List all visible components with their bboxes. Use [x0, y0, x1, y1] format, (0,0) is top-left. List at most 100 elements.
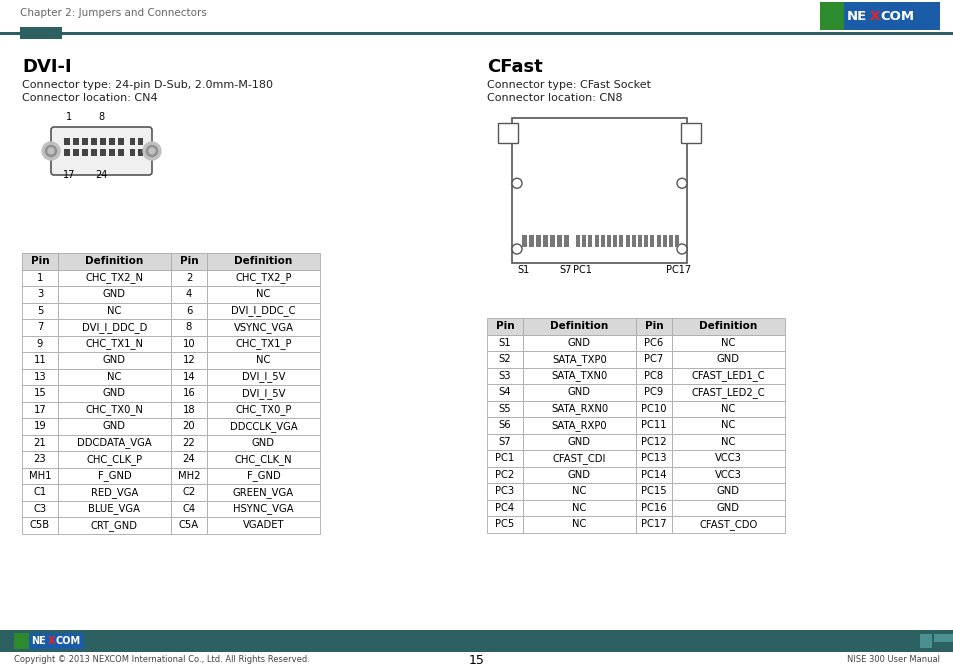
Bar	[636, 384, 671, 401]
Text: VGADET: VGADET	[242, 520, 284, 530]
Bar	[118, 149, 124, 156]
Text: MH1: MH1	[29, 471, 51, 480]
Text: 5: 5	[37, 306, 43, 316]
Text: HSYNC_VGA: HSYNC_VGA	[233, 503, 294, 514]
Text: PC13: PC13	[640, 453, 666, 463]
Text: COM: COM	[879, 9, 913, 22]
Bar	[656, 235, 659, 247]
Bar	[171, 319, 207, 335]
Text: GND: GND	[567, 437, 590, 447]
Text: PC4: PC4	[495, 503, 514, 513]
Text: Connector type: 24-pin D-Sub, 2.0mm-M-180: Connector type: 24-pin D-Sub, 2.0mm-M-18…	[22, 80, 273, 90]
Bar	[14, 633, 84, 649]
Text: 20: 20	[182, 421, 195, 431]
Bar	[171, 385, 207, 401]
Bar	[207, 385, 319, 401]
Text: X: X	[869, 9, 880, 22]
Text: CFast: CFast	[486, 58, 542, 76]
Text: Pin: Pin	[496, 321, 514, 331]
Bar	[671, 499, 784, 516]
Bar	[522, 368, 636, 384]
Bar	[638, 235, 641, 247]
Bar	[636, 417, 671, 433]
Text: SATA_TXN0: SATA_TXN0	[551, 370, 607, 381]
Text: NC: NC	[572, 503, 586, 513]
Bar	[171, 484, 207, 501]
Bar	[207, 302, 319, 319]
Bar	[680, 123, 700, 143]
Bar	[207, 286, 319, 302]
Bar	[671, 483, 784, 499]
Circle shape	[46, 146, 56, 157]
Bar	[606, 235, 610, 247]
Text: F_GND: F_GND	[97, 470, 132, 481]
Bar	[636, 368, 671, 384]
Text: CHC_TX0_N: CHC_TX0_N	[86, 405, 143, 415]
Text: PC9: PC9	[643, 387, 663, 397]
Bar	[171, 335, 207, 352]
Bar	[636, 499, 671, 516]
Text: VSYNC_VGA: VSYNC_VGA	[233, 322, 294, 333]
Bar	[58, 451, 171, 468]
Bar	[671, 450, 784, 466]
Text: PC6: PC6	[643, 338, 663, 347]
Text: S6: S6	[498, 420, 511, 430]
Bar	[171, 501, 207, 517]
Bar	[522, 318, 636, 335]
Text: PC16: PC16	[640, 503, 666, 513]
Text: DVI_I_DDC_D: DVI_I_DDC_D	[82, 322, 147, 333]
Bar	[82, 149, 88, 156]
Text: Definition: Definition	[699, 321, 757, 331]
Bar	[91, 138, 97, 145]
Text: NC: NC	[720, 338, 735, 347]
Bar	[58, 501, 171, 517]
Text: DVI_I_5V: DVI_I_5V	[241, 372, 285, 382]
Bar	[109, 138, 115, 145]
Text: S5: S5	[498, 404, 511, 414]
Text: CFAST_CDI: CFAST_CDI	[552, 453, 605, 464]
Bar	[58, 352, 171, 368]
Bar	[22, 468, 58, 484]
Bar	[486, 368, 522, 384]
Bar	[581, 235, 585, 247]
Bar	[207, 253, 319, 269]
Text: Connector location: CN8: Connector location: CN8	[486, 93, 622, 103]
Bar	[671, 335, 784, 351]
Bar	[486, 417, 522, 433]
Text: PC7: PC7	[643, 354, 663, 364]
Text: PC17: PC17	[640, 519, 666, 530]
Bar	[109, 149, 115, 156]
Text: C5B: C5B	[30, 520, 50, 530]
Bar	[636, 466, 671, 483]
Bar	[22, 451, 58, 468]
Bar	[536, 235, 540, 247]
Bar	[58, 286, 171, 302]
Bar	[522, 335, 636, 351]
Bar	[631, 235, 635, 247]
Text: CFAST_LED2_C: CFAST_LED2_C	[691, 387, 764, 398]
Bar	[671, 318, 784, 335]
Bar	[576, 235, 579, 247]
Text: PC17: PC17	[666, 265, 691, 275]
Text: C1: C1	[33, 487, 47, 497]
Text: NC: NC	[720, 404, 735, 414]
Bar	[22, 401, 58, 418]
Bar	[207, 451, 319, 468]
Text: Connector type: CFast Socket: Connector type: CFast Socket	[486, 80, 650, 90]
Bar	[118, 138, 124, 145]
Bar	[82, 138, 88, 145]
Bar	[58, 517, 171, 534]
Bar	[22, 319, 58, 335]
Text: 9: 9	[37, 339, 43, 349]
Bar	[58, 418, 171, 435]
Text: SATA_RXP0: SATA_RXP0	[551, 420, 607, 431]
Text: PC14: PC14	[640, 470, 666, 480]
Bar	[207, 418, 319, 435]
Text: F_GND: F_GND	[247, 470, 280, 481]
Bar	[64, 138, 70, 145]
Text: 17: 17	[33, 405, 47, 415]
Bar	[171, 468, 207, 484]
Bar	[0, 0, 953, 35]
Text: S2: S2	[498, 354, 511, 364]
Circle shape	[677, 244, 686, 254]
